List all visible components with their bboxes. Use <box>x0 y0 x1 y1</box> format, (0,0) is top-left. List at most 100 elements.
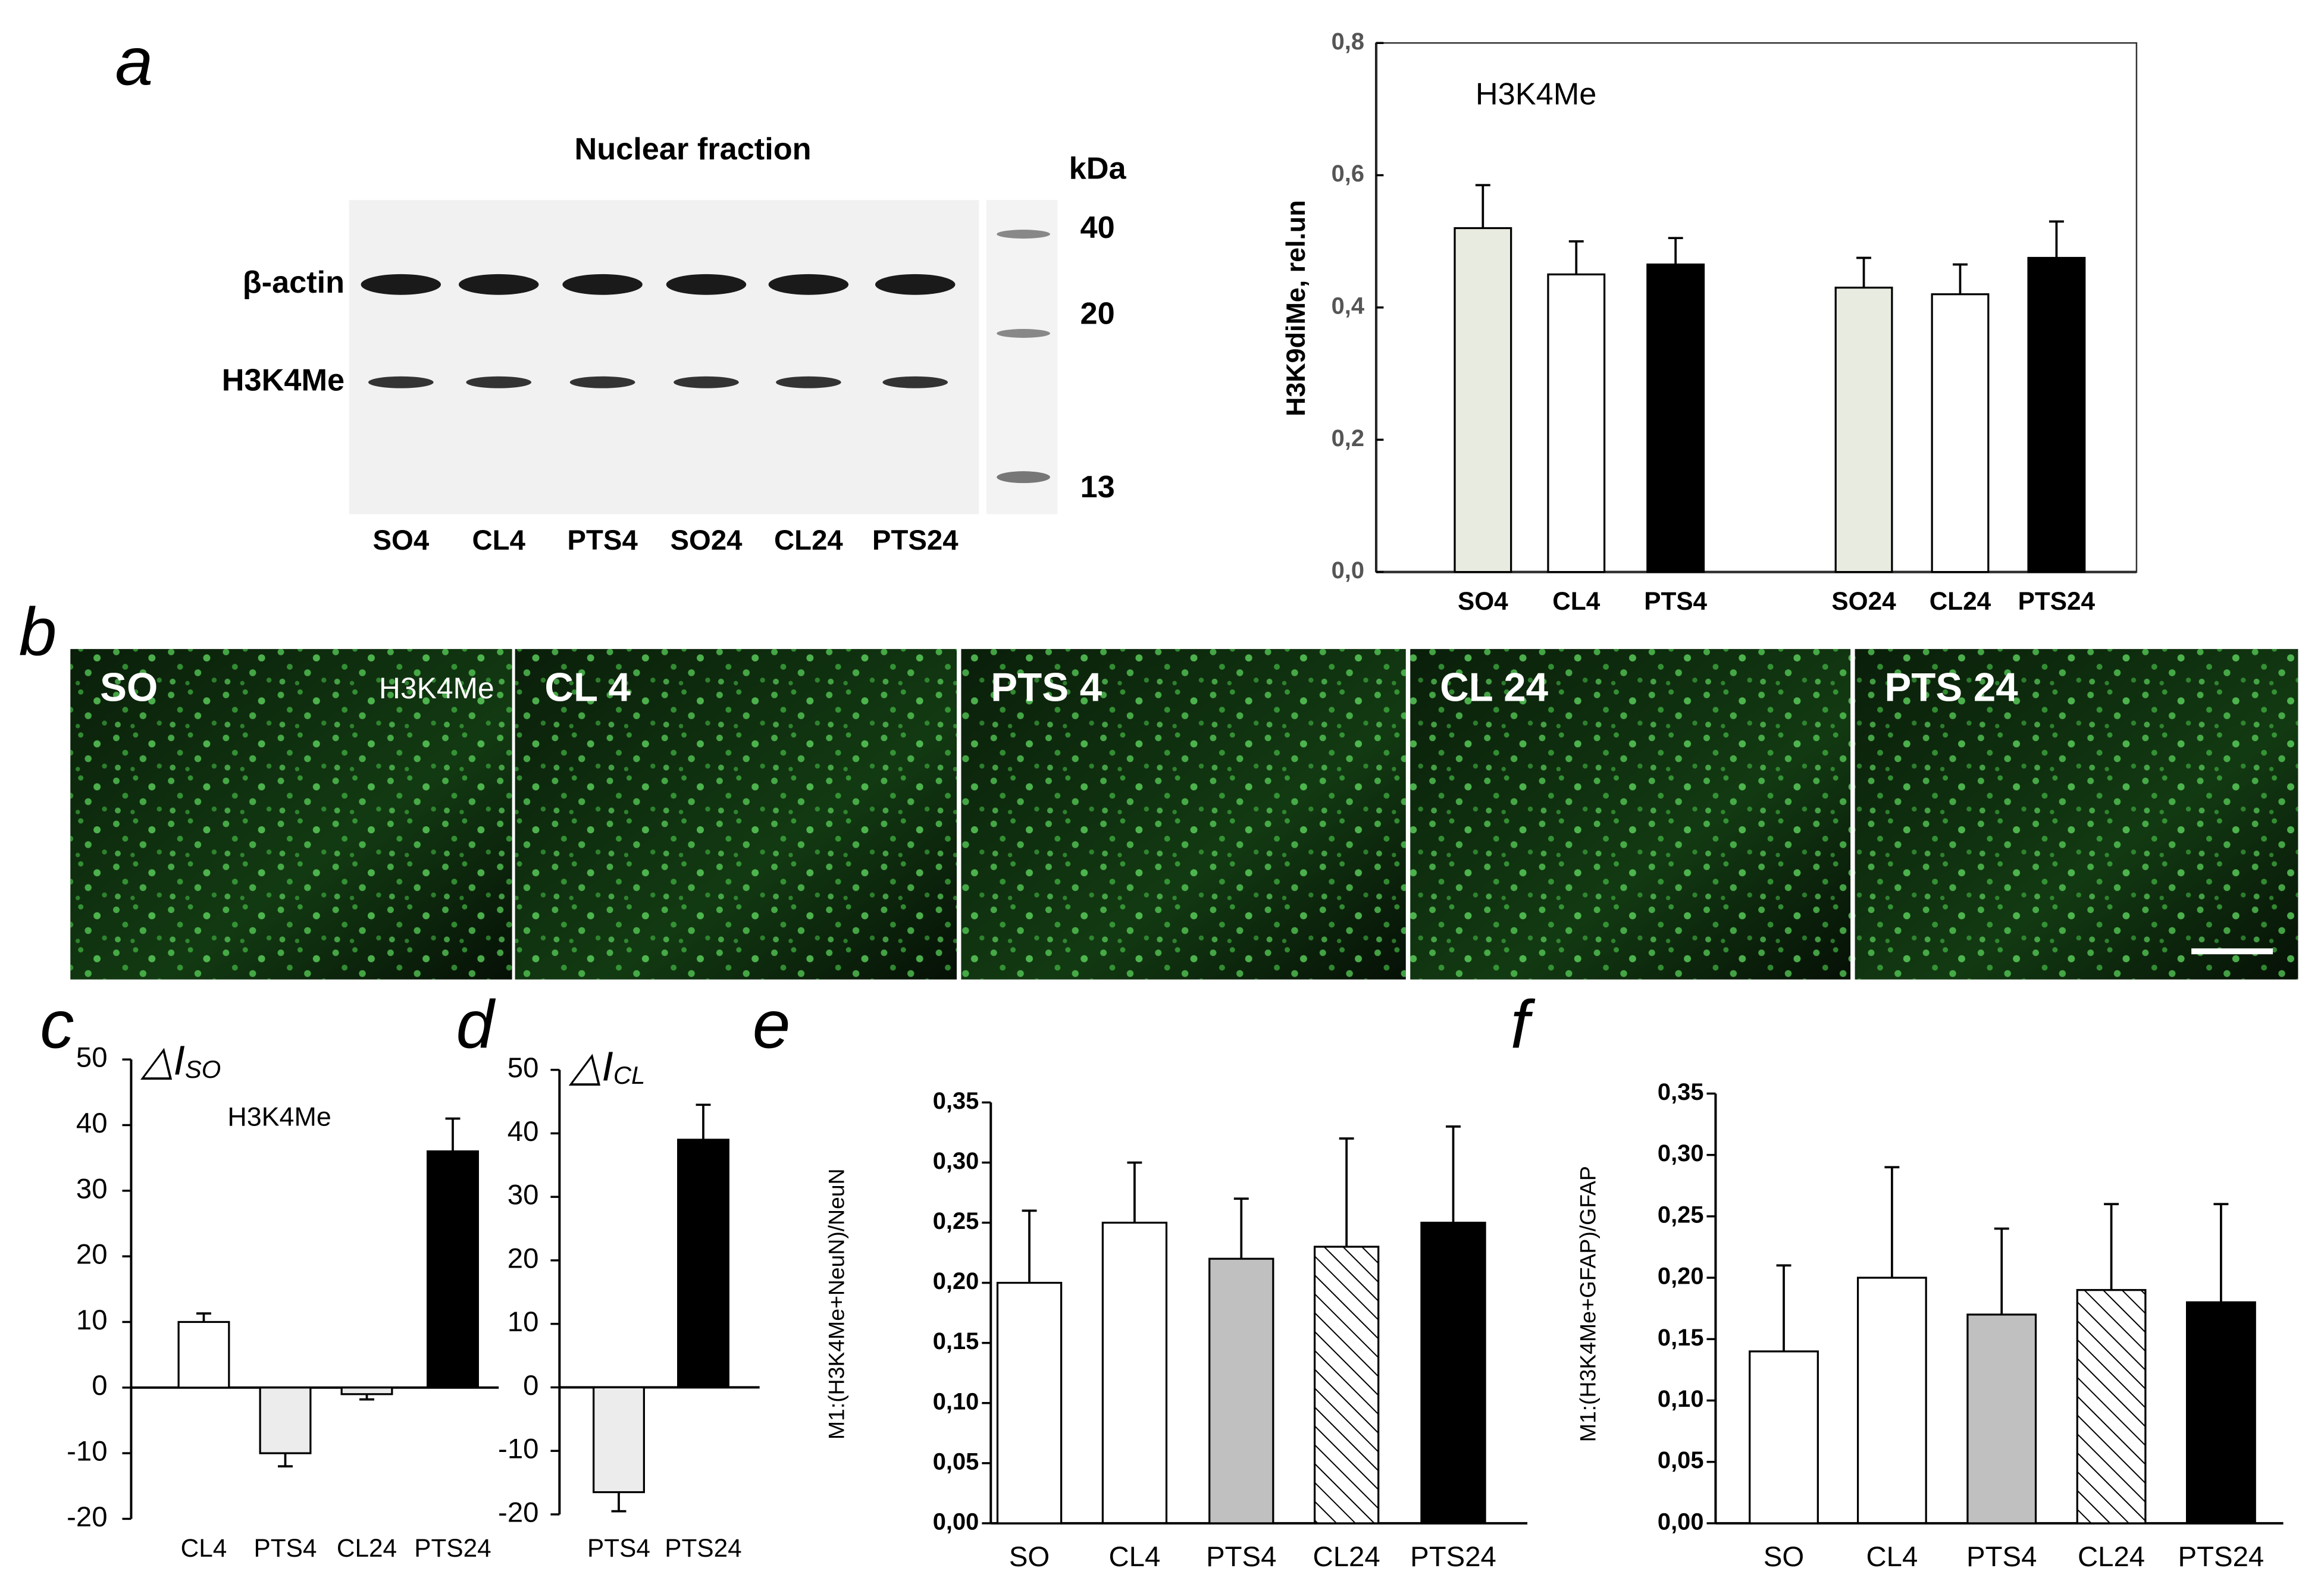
row-label: H3K4Me <box>222 363 344 398</box>
error-bar <box>1233 1197 1249 1259</box>
marker-band <box>997 329 1050 338</box>
y-axis-label-sub: SO <box>185 1055 221 1083</box>
y-tick-label: 0,8 <box>1332 29 1364 55</box>
y-tick-label: 0,00 <box>1658 1508 1704 1535</box>
error-bar <box>1022 1209 1037 1283</box>
y-tick-label: 0,05 <box>1658 1447 1704 1473</box>
error-bar <box>1856 256 1872 288</box>
y-tick-label: 40 <box>508 1116 539 1147</box>
y-tick-label: 0,25 <box>933 1208 979 1234</box>
panel-letter: b <box>19 594 57 670</box>
bar <box>1101 1221 1168 1525</box>
y-axis-label: H3K9diMe, rel.un <box>1280 200 1311 416</box>
y-tick-label: 40 <box>76 1108 108 1139</box>
protein-band <box>666 274 747 295</box>
protein-band <box>875 274 956 295</box>
protein-band <box>768 274 849 295</box>
stain-label: H3K4Me <box>379 672 494 705</box>
bar <box>1313 1246 1380 1525</box>
row-label: β-actin <box>243 265 344 300</box>
y-tick-label: 0,2 <box>1332 425 1364 451</box>
micrograph-label: CL 4 <box>544 666 631 710</box>
lane-label: PTS24 <box>872 525 959 556</box>
protein-band <box>776 376 841 388</box>
y-axis-label: △ICL <box>569 1043 646 1090</box>
y-tick-label: 0 <box>523 1370 538 1401</box>
y-axis-label-main: △I <box>569 1043 613 1090</box>
bar <box>1749 1350 1819 1525</box>
error-bar <box>696 1103 711 1140</box>
y-tick-label: 0,20 <box>933 1268 979 1294</box>
bar <box>427 1150 479 1389</box>
micrograph-label: CL 24 <box>1440 666 1549 710</box>
lane-label: CL24 <box>774 525 843 556</box>
x-tick-label: SO <box>1764 1541 1804 1573</box>
bar <box>1966 1313 2037 1525</box>
bar <box>259 1387 312 1454</box>
x-tick-label: CL4 <box>1866 1541 1918 1573</box>
error-bar <box>2213 1203 2229 1303</box>
y-axis-label: M1:(H3K4Me+NeuN)/NeuN <box>824 1168 849 1439</box>
y-tick-label: -20 <box>498 1497 538 1528</box>
marker-label: 20 <box>1080 296 1115 331</box>
panel-letter: d <box>456 987 496 1063</box>
x-tick-label: PTS4 <box>587 1534 650 1562</box>
protein-band <box>458 274 539 295</box>
y-tick-label: 0,30 <box>1658 1140 1704 1166</box>
x-tick-label: PTS24 <box>2178 1541 2265 1573</box>
bar <box>593 1386 645 1494</box>
bar <box>2185 1301 2256 1525</box>
bar <box>177 1321 230 1389</box>
x-tick-label: PTS4 <box>1206 1541 1276 1573</box>
y-tick-label: 0 <box>92 1370 107 1401</box>
x-tick-label: CL4 <box>181 1534 227 1562</box>
protein-band <box>368 376 434 388</box>
y-tick-label: 0,6 <box>1332 161 1364 187</box>
error-bar <box>1668 237 1683 265</box>
bar <box>1208 1257 1274 1525</box>
y-tick-label: 30 <box>76 1173 108 1205</box>
x-tick-label: PTS24 <box>414 1534 491 1562</box>
x-tick-label: PTS4 <box>1966 1541 2037 1573</box>
y-tick-label: 0,15 <box>933 1328 979 1354</box>
x-tick-label: PTS4 <box>1644 587 1707 615</box>
panel-letter: f <box>1511 987 1536 1063</box>
error-bar <box>278 1453 293 1468</box>
marker-label: 13 <box>1080 470 1115 504</box>
lane-label: PTS4 <box>567 525 638 556</box>
y-tick-label: 0,10 <box>1658 1386 1704 1412</box>
bar <box>1834 286 1893 573</box>
y-tick-label: 10 <box>76 1304 108 1336</box>
protein-band <box>466 376 532 388</box>
y-tick-label: 50 <box>508 1052 539 1084</box>
x-tick-label: PTS24 <box>1410 1541 1496 1573</box>
error-bar <box>1953 263 1968 294</box>
bar <box>677 1138 729 1389</box>
error-bar <box>1994 1227 2009 1315</box>
y-tick-label: 0,05 <box>933 1448 979 1475</box>
blot-membrane <box>349 200 979 515</box>
error-bar <box>359 1394 374 1401</box>
protein-band <box>674 376 739 388</box>
bar <box>1547 273 1606 573</box>
bar <box>2076 1289 2147 1525</box>
error-bar <box>1776 1264 1791 1351</box>
marker-lane <box>986 200 1058 515</box>
panel-letter: e <box>753 987 791 1063</box>
chart-title: H3K4Me <box>1476 77 1596 112</box>
marker-band <box>997 230 1050 239</box>
lane-label: SO4 <box>372 525 429 556</box>
y-tick-label: -20 <box>67 1501 107 1533</box>
x-tick-label: CL24 <box>337 1534 397 1562</box>
bar <box>996 1281 1063 1525</box>
x-tick-label: PTS24 <box>665 1534 741 1562</box>
micrograph-label: PTS 4 <box>991 666 1102 710</box>
x-tick-label: CL24 <box>2078 1541 2145 1573</box>
protein-band <box>569 376 635 388</box>
bar <box>1646 264 1705 573</box>
y-tick-label: 0,00 <box>933 1508 979 1535</box>
y-axis-label-sub: CL <box>613 1061 646 1089</box>
bar <box>1931 293 1990 573</box>
